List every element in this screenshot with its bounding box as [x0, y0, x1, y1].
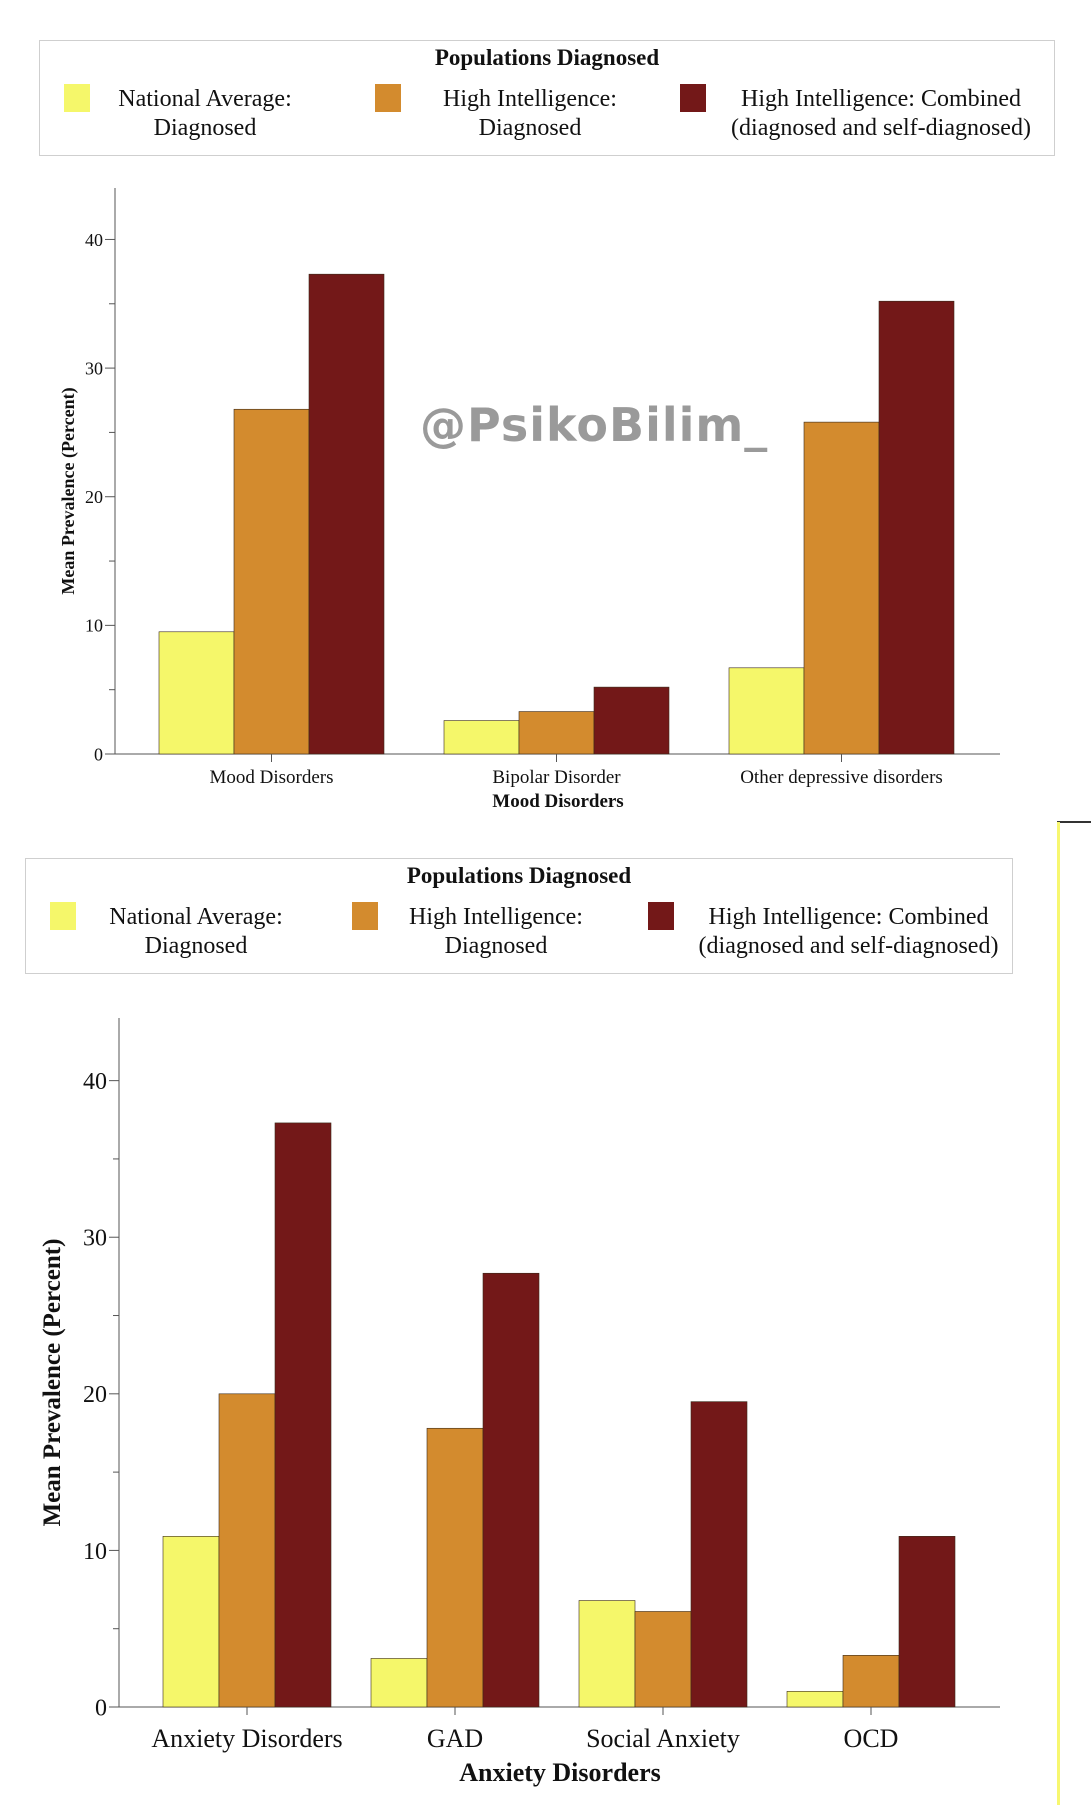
x-tick-label: Other depressive disorders	[740, 767, 943, 788]
legend-line: High Intelligence:	[409, 904, 583, 930]
legend-line: High Intelligence: Combined	[741, 86, 1021, 112]
legend-line: (diagnosed and self-diagnosed)	[698, 933, 999, 959]
y-tick-label: 0	[95, 1695, 107, 1721]
legend-line: (diagnosed and self-diagnosed)	[731, 115, 1031, 141]
legend-line: National Average:	[109, 904, 283, 930]
y-tick-label: 20	[83, 1382, 107, 1408]
bar	[158, 631, 235, 755]
legend-label-national: National Average: Diagnosed	[95, 85, 315, 143]
bar	[443, 720, 520, 755]
bar	[786, 1691, 844, 1708]
x-axis-label: Mood Disorders	[492, 791, 623, 812]
bar	[162, 1536, 220, 1708]
y-tick-label: 30	[83, 1226, 107, 1252]
y-tick-label: 20	[85, 487, 103, 507]
y-axis-label: Mean Prevalence (Percent)	[58, 387, 79, 594]
anxiety-disorders-chart: 0 10 20 30 40 Mean Prevalence (Percent) Anxiet…	[39, 1018, 1000, 1787]
bar	[308, 273, 385, 755]
x-tick-label: Mood Disorders	[209, 767, 333, 788]
legend-swatch-national	[64, 84, 90, 112]
legend-title: Populations Diagnosed	[434, 45, 660, 70]
legend-label-national: National Average: Diagnosed	[96, 903, 296, 961]
y-tick-label: 10	[85, 616, 103, 636]
legend-label-high: High Intelligence: Diagnosed	[396, 903, 596, 961]
legend-label-combined: High Intelligence: Combined (diagnosed a…	[716, 85, 1046, 143]
bar	[593, 686, 670, 755]
bar	[842, 1655, 900, 1708]
side-divider	[1057, 821, 1091, 823]
x-tick-label: OCD	[844, 1724, 899, 1753]
legend-swatch-high	[375, 84, 401, 112]
bar	[690, 1401, 748, 1708]
legend-title: Populations Diagnosed	[406, 863, 632, 888]
bar	[803, 421, 880, 755]
y-tick-label: 0	[94, 744, 103, 764]
x-tick-label: GAD	[427, 1724, 483, 1753]
bar	[578, 1600, 636, 1708]
y-tick-label: 10	[83, 1539, 107, 1565]
legend-line: National Average:	[118, 86, 292, 112]
x-tick-label: Social Anxiety	[586, 1724, 740, 1753]
watermark: @PsikoBilim_	[420, 398, 769, 452]
x-tick-label: Bipolar Disorder	[492, 767, 621, 788]
legend-swatch-combined	[680, 84, 706, 112]
bar	[728, 667, 805, 755]
legend-line: Diagnosed	[444, 933, 548, 959]
bar	[482, 1272, 540, 1708]
bar	[274, 1122, 332, 1708]
legend-label-combined: High Intelligence: Combined (diagnosed a…	[686, 903, 1011, 961]
legend-top: Populations Diagnosed National Average: …	[39, 40, 1055, 156]
bar	[878, 300, 955, 755]
legend-line: High Intelligence: Combined	[708, 904, 989, 930]
legend-swatch-high	[352, 902, 378, 930]
y-tick-label: 30	[85, 358, 103, 378]
bar	[518, 711, 595, 755]
legend-line: Diagnosed	[478, 115, 582, 141]
y-tick-label: 40	[85, 230, 103, 250]
bar	[370, 1658, 428, 1708]
legend-label-high: High Intelligence: Diagnosed	[420, 85, 640, 143]
x-axis-label: Anxiety Disorders	[459, 1758, 660, 1787]
y-tick-label: 40	[83, 1069, 107, 1095]
bar	[634, 1611, 692, 1708]
legend-swatch-national	[50, 902, 76, 930]
bar	[898, 1536, 956, 1708]
legend-swatch-combined	[648, 902, 674, 930]
bar	[426, 1427, 484, 1708]
legend-line: Diagnosed	[153, 115, 257, 141]
mood-disorders-chart: 0 10 20 30 40 Mean Prevalence (Percent) Mood D…	[58, 188, 1000, 812]
legend-bottom: Populations Diagnosed National Average: …	[25, 858, 1013, 974]
bar	[218, 1393, 276, 1708]
y-axis-label: Mean Prevalence (Percent)	[39, 1239, 66, 1527]
bar	[233, 408, 310, 755]
legend-line: High Intelligence:	[443, 86, 617, 112]
legend-line: Diagnosed	[144, 933, 248, 959]
x-tick-label: Anxiety Disorders	[151, 1724, 342, 1753]
side-highlight	[1057, 822, 1060, 1805]
